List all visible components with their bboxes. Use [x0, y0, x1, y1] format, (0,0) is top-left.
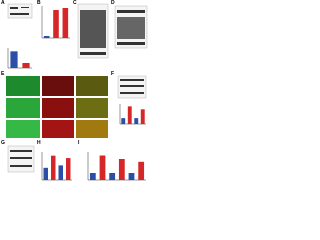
bar	[128, 173, 135, 180]
panel-label: C	[73, 0, 77, 6]
bar	[89, 173, 96, 180]
bar	[118, 159, 125, 180]
panel-label: B	[37, 0, 41, 6]
bar	[10, 51, 18, 68]
panel-label: F	[111, 71, 114, 77]
panel-label: H	[37, 140, 41, 146]
bar	[109, 173, 116, 180]
panel-label: E	[1, 71, 5, 77]
panel-label: I	[78, 140, 80, 146]
bar	[58, 165, 63, 180]
bar	[99, 155, 106, 180]
blots	[7, 3, 148, 173]
bar	[53, 10, 59, 38]
bar	[43, 167, 48, 180]
micrographs	[6, 76, 108, 138]
bar	[134, 118, 139, 124]
bar	[51, 155, 56, 180]
bar	[66, 158, 71, 180]
bar	[62, 8, 69, 38]
bar	[140, 109, 145, 124]
bar	[22, 63, 30, 68]
panel-label: D	[111, 0, 115, 6]
panel-label: G	[1, 140, 5, 146]
bar	[138, 161, 145, 180]
panel-label: A	[1, 0, 5, 6]
bar	[121, 118, 126, 124]
bar	[43, 36, 50, 38]
figure: A B C D E F G H I	[1, 0, 148, 181]
bar	[127, 106, 132, 124]
